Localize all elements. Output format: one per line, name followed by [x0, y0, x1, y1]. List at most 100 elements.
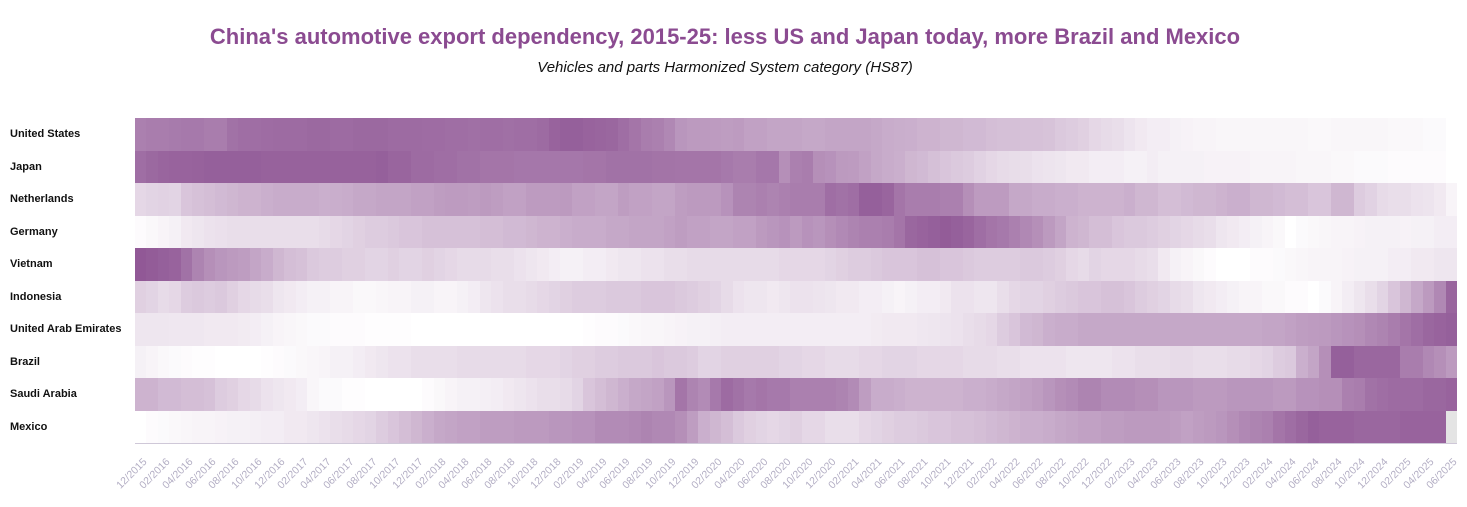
heatmap-cell [1354, 150, 1365, 183]
heatmap-cell [790, 410, 802, 443]
heatmap-cell [353, 150, 365, 183]
heatmap-cell [871, 345, 882, 378]
heatmap-cell [1296, 313, 1308, 346]
heatmap-cell [767, 150, 779, 183]
heatmap-cell [1285, 215, 1296, 248]
heatmap-cell [1124, 183, 1135, 216]
heatmap-cell [1147, 248, 1158, 281]
heatmap-cell [1078, 118, 1089, 151]
heatmap-cell [1089, 118, 1101, 151]
heatmap-cell [319, 313, 330, 346]
heatmap-cell [963, 183, 974, 216]
row-label: United States [10, 128, 81, 140]
heatmap-cell [790, 280, 802, 313]
heatmap-cell [1101, 345, 1112, 378]
heatmap-cell [606, 248, 618, 281]
heatmap-cell [537, 248, 549, 281]
heatmap-cell [664, 280, 675, 313]
heatmap-cell [1089, 345, 1101, 378]
heatmap-cell [549, 410, 560, 443]
heatmap-cell [434, 313, 445, 346]
heatmap-cell [192, 183, 204, 216]
heatmap-cell [514, 150, 526, 183]
heatmap-cell [526, 345, 537, 378]
heatmap-cell [790, 378, 802, 411]
heatmap-cell [963, 215, 974, 248]
heatmap-cell [353, 183, 365, 216]
heatmap-cell [1250, 118, 1262, 151]
heatmap-cell [238, 280, 250, 313]
heatmap-cell [1411, 248, 1423, 281]
heatmap-cell [744, 248, 756, 281]
heatmap-cell [1043, 150, 1055, 183]
heatmap-cell [1078, 410, 1089, 443]
heatmap-cell [250, 183, 261, 216]
heatmap-cell [1216, 345, 1227, 378]
heatmap-row [135, 280, 1457, 313]
heatmap-cell [1124, 345, 1135, 378]
heatmap-cell [1331, 150, 1342, 183]
heatmap-cell [1388, 280, 1400, 313]
heatmap-cell [1285, 280, 1296, 313]
heatmap-cell [1032, 248, 1043, 281]
heatmap-cell [330, 183, 342, 216]
heatmap-cell [1147, 345, 1158, 378]
heatmap-cell [468, 118, 480, 151]
heatmap-cell [905, 378, 917, 411]
heatmap-cell [1066, 215, 1078, 248]
heatmap-cell [365, 248, 376, 281]
heatmap-cell [181, 150, 192, 183]
heatmap-cell [1216, 183, 1227, 216]
heatmap-cell [307, 183, 319, 216]
heatmap-cell [1423, 378, 1434, 411]
heatmap-cell [1124, 280, 1135, 313]
heatmap-cell [1285, 313, 1296, 346]
heatmap-cell [1319, 118, 1331, 151]
heatmap-cell [882, 118, 894, 151]
heatmap-cell [307, 150, 319, 183]
heatmap-cell [365, 150, 376, 183]
heatmap-cell [1193, 378, 1204, 411]
heatmap-cell [457, 410, 468, 443]
heatmap-cell [560, 345, 572, 378]
heatmap-cell [583, 345, 595, 378]
heatmap-cell [192, 150, 204, 183]
heatmap-cell [1308, 150, 1319, 183]
heatmap-cell [227, 410, 238, 443]
heatmap-cell [951, 313, 963, 346]
heatmap-cell [169, 410, 181, 443]
heatmap-cell [1308, 345, 1319, 378]
heatmap-cell [307, 345, 319, 378]
heatmap-cell [411, 345, 422, 378]
heatmap-cell [1216, 280, 1227, 313]
heatmap-cell [595, 378, 606, 411]
heatmap-cell [744, 183, 756, 216]
heatmap-cell [1193, 345, 1204, 378]
heatmap-cell [974, 345, 986, 378]
heatmap-cell [905, 280, 917, 313]
heatmap-cell [1193, 280, 1204, 313]
heatmap-cell [204, 410, 215, 443]
heatmap-cell [802, 150, 813, 183]
heatmap-cell [687, 345, 698, 378]
heatmap-cell [296, 378, 307, 411]
heatmap-cell [480, 215, 491, 248]
heatmap-cell [560, 280, 572, 313]
heatmap-cell [376, 410, 388, 443]
heatmap-cell [629, 118, 641, 151]
heatmap-cell [572, 248, 583, 281]
heatmap-cell [1423, 345, 1434, 378]
heatmap-cell [986, 248, 997, 281]
heatmap-cell [572, 345, 583, 378]
heatmap-cell [618, 378, 629, 411]
heatmap-cell [1193, 150, 1204, 183]
heatmap-cell [514, 118, 526, 151]
heatmap-cell [365, 280, 376, 313]
heatmap-cell [250, 150, 261, 183]
heatmap-cell [1285, 150, 1296, 183]
heatmap-cell [284, 150, 296, 183]
heatmap-cell [629, 410, 641, 443]
heatmap-cell [537, 313, 549, 346]
heatmap-cell [1239, 248, 1250, 281]
heatmap-cell [940, 313, 951, 346]
